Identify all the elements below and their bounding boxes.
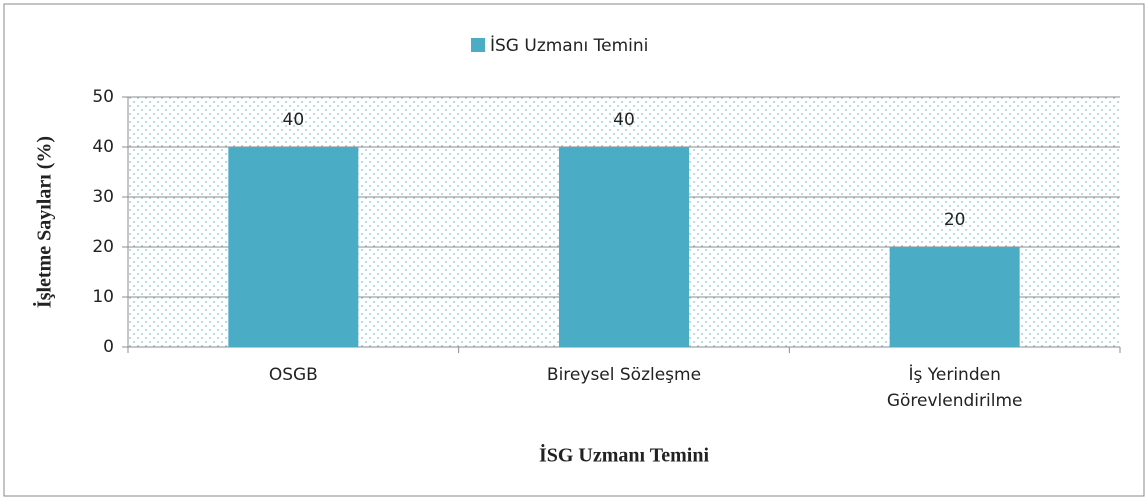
y-tick-label: 40 xyxy=(92,137,114,157)
data-label: 20 xyxy=(944,210,966,230)
x-axis-title: İSG Uzmanı Temini xyxy=(539,443,709,467)
legend-label: İSG Uzmanı Temini xyxy=(490,35,648,56)
data-label: 40 xyxy=(283,110,305,130)
data-label: 40 xyxy=(613,110,635,130)
x-tick-label: OSGB xyxy=(268,365,318,385)
y-tick-label: 50 xyxy=(92,87,114,107)
legend-swatch xyxy=(471,38,485,52)
x-tick-label: Bireysel Sözleşme xyxy=(546,365,702,385)
bar xyxy=(889,247,1020,347)
y-tick-label: 20 xyxy=(92,237,114,257)
y-tick-label: 10 xyxy=(92,287,114,307)
y-tick-label: 0 xyxy=(103,337,114,357)
y-tick-label: 30 xyxy=(92,187,114,207)
y-axis-title: İşletme Sayıları (%) xyxy=(32,136,56,308)
bar xyxy=(559,147,689,347)
bar xyxy=(228,147,359,347)
x-tick-label: İş Yerinden Görevlendirilme xyxy=(886,365,1023,411)
